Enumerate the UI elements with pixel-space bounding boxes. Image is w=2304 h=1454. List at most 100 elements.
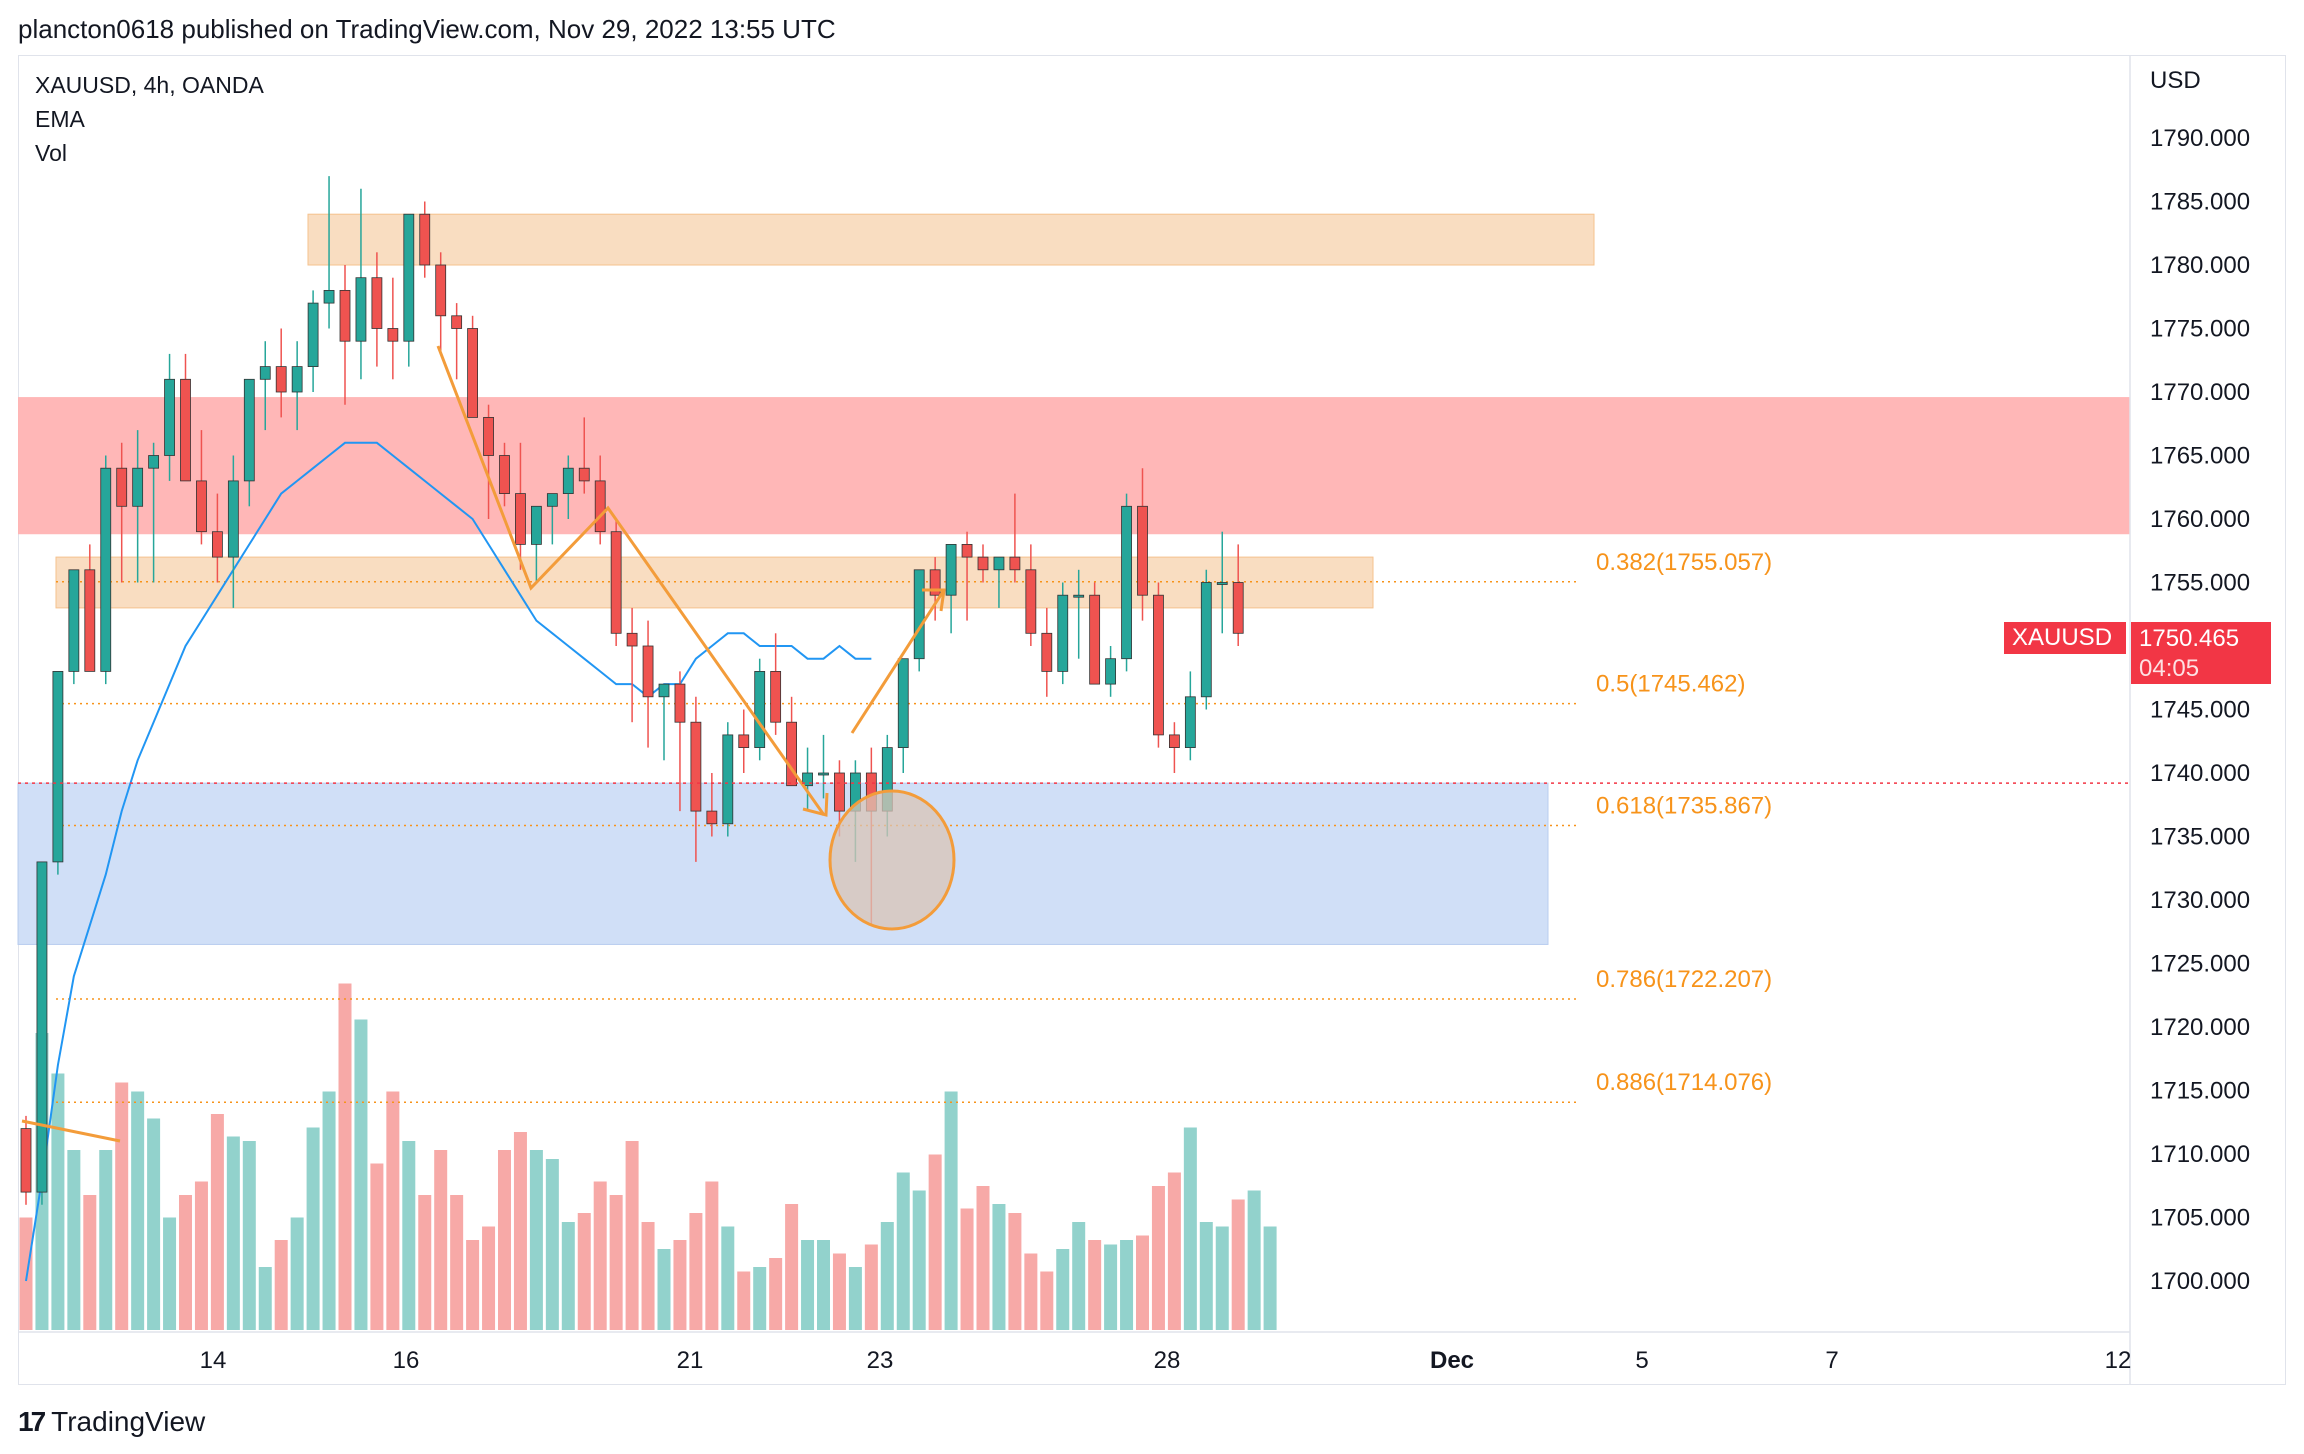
fib-level-label: 0.886(1714.076): [1596, 1069, 1772, 1096]
candle-body: [307, 302, 319, 368]
candle: [674, 671, 686, 812]
candle-body: [435, 264, 447, 317]
volume-bar: [99, 1150, 113, 1330]
candle-body: [180, 378, 191, 482]
tradingview-logo[interactable]: 17 TradingView: [18, 1406, 205, 1438]
volume-bar: [657, 1249, 671, 1330]
volume-bar: [83, 1195, 97, 1330]
candle: [291, 341, 303, 431]
candle: [196, 430, 207, 545]
volume-bar: [1199, 1222, 1213, 1330]
candle: [419, 201, 431, 278]
candle: [84, 544, 96, 672]
candle: [1153, 582, 1164, 748]
candle: [1169, 722, 1180, 773]
time-tick-label: Dec: [1430, 1347, 1474, 1374]
candle-body: [132, 467, 144, 507]
symbol-legend[interactable]: XAUUSD, 4h, OANDA: [35, 72, 264, 98]
candle: [913, 569, 925, 672]
candle: [754, 658, 766, 761]
volume-layer: [19, 983, 1277, 1330]
candle-body: [116, 467, 128, 507]
volume-bar: [513, 1132, 527, 1330]
candle-body: [164, 378, 175, 456]
candle: [387, 277, 399, 380]
candle: [148, 442, 160, 583]
candle-body: [483, 416, 494, 456]
fib-level-label: 0.382(1755.057): [1596, 549, 1772, 576]
symbol-badge: XAUUSD: [2004, 622, 2126, 654]
drawings-layer: [21, 345, 956, 1143]
price-axis: USD 1790.000 1785.000 1780.000 1775.000 1770.…: [2150, 67, 2250, 1295]
volume-bar: [402, 1141, 416, 1330]
candle: [770, 633, 782, 735]
candle: [371, 252, 383, 367]
volume-bar: [450, 1195, 464, 1330]
ema-layer: [25, 441, 872, 1282]
candle-body: [1153, 594, 1164, 736]
candle: [562, 455, 574, 519]
volume-bar: [386, 1091, 400, 1330]
candle: [68, 569, 80, 685]
candle: [1105, 646, 1116, 697]
volume-bar: [226, 1136, 240, 1330]
candle-body: [1089, 594, 1101, 685]
volume-bar: [1136, 1235, 1149, 1330]
candle: [451, 303, 463, 380]
volume-bar: [960, 1208, 974, 1330]
candle-body: [1025, 569, 1037, 634]
volume-bar: [880, 1222, 894, 1330]
candle-body: [897, 658, 909, 749]
candle-body: [1041, 632, 1053, 672]
volume-bar: [258, 1267, 272, 1330]
volume-bar: [625, 1141, 639, 1330]
price-tick-label: 1730.000: [2150, 887, 2250, 914]
vol-legend[interactable]: Vol: [35, 140, 67, 166]
volume-bar: [976, 1186, 990, 1330]
price-tick-label: 1745.000: [2150, 697, 2250, 724]
candle: [1057, 582, 1069, 685]
highlight-circle: [828, 789, 956, 931]
candle-body: [610, 531, 622, 634]
candle-body: [993, 556, 1005, 571]
candle: [1137, 468, 1148, 621]
price-tick-label: 1785.000: [2150, 189, 2250, 216]
volume-bar: [577, 1213, 591, 1330]
price-tick-label: 1790.000: [2150, 125, 2250, 152]
publish-header: plancton0618 published on TradingView.co…: [18, 14, 836, 44]
volume-bar: [290, 1217, 304, 1330]
candle: [227, 455, 239, 608]
volume-bar: [434, 1150, 448, 1330]
volume-bar: [354, 1019, 368, 1330]
current-price-badge: 1750.465 04:05: [2131, 622, 2271, 684]
candle: [467, 315, 479, 418]
candle: [1184, 671, 1196, 761]
volume-bar: [1072, 1222, 1086, 1330]
candle-body: [913, 569, 925, 660]
candle-body: [323, 289, 335, 304]
candle-body: [227, 480, 239, 558]
candle-body: [754, 671, 766, 749]
candle: [1089, 582, 1101, 685]
candle-body: [658, 683, 670, 698]
candle: [578, 417, 590, 494]
ema-legend[interactable]: EMA: [35, 106, 85, 132]
candle: [1216, 531, 1228, 634]
candle: [259, 341, 271, 431]
candle-body: [211, 531, 223, 558]
candle-body: [387, 328, 399, 342]
price-tick-label: 1770.000: [2150, 379, 2250, 406]
volume-bar: [832, 1253, 846, 1330]
candle: [116, 442, 128, 583]
zone-1: [18, 397, 2130, 535]
candle-body: [1169, 734, 1180, 749]
volume-bar: [864, 1244, 878, 1330]
candle: [977, 544, 989, 583]
volume-bar: [179, 1195, 192, 1330]
candle: [164, 353, 175, 481]
volume-bar: [848, 1267, 862, 1330]
volume-bar: [131, 1091, 145, 1330]
volume-bar: [370, 1163, 384, 1330]
volume-bar: [115, 1082, 129, 1330]
